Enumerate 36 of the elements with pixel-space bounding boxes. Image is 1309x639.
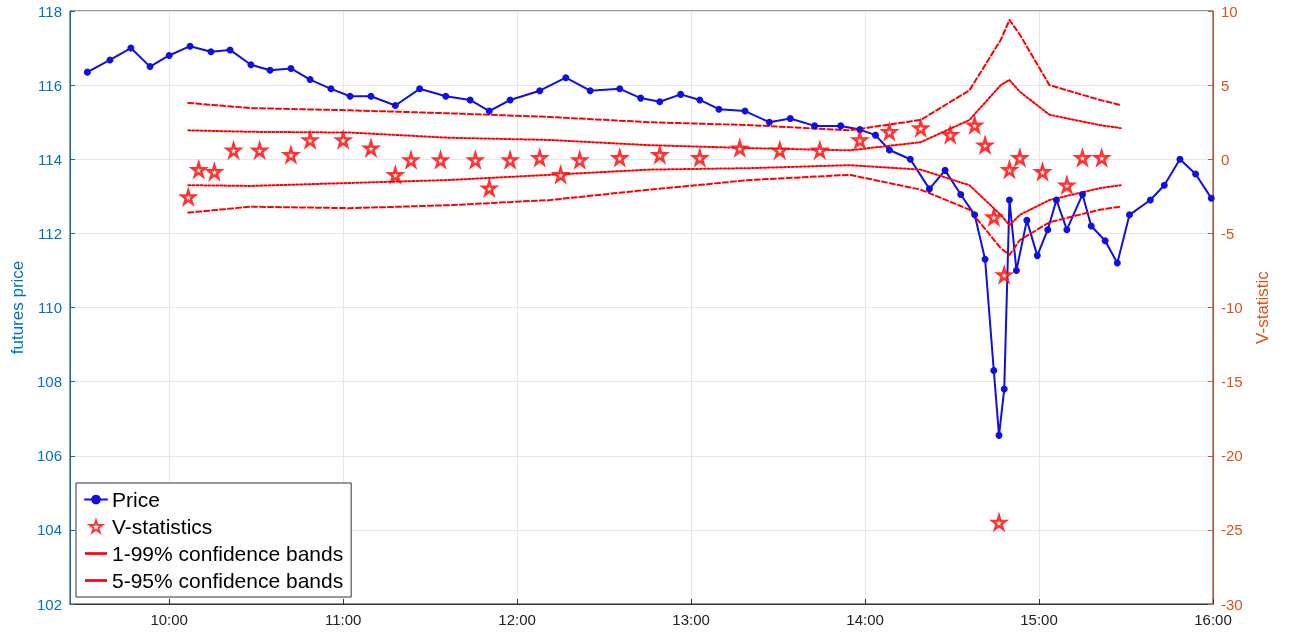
y-tick-label: 104 <box>36 521 62 539</box>
y-tick-label: 112 <box>38 224 62 242</box>
y2-tick-label: 10 <box>1221 2 1238 20</box>
y2-tick-label: 0 <box>1221 150 1230 168</box>
point <box>188 159 209 180</box>
y-tick-label: 108 <box>36 373 62 391</box>
legend-label: V-statistics <box>112 515 213 538</box>
y-tick-label: 102 <box>36 595 62 613</box>
y-tick-label: 110 <box>38 299 62 316</box>
x-tick-label: 16:00 <box>1194 611 1232 628</box>
point <box>965 115 985 135</box>
point <box>999 159 1020 180</box>
y-tick-label: 114 <box>38 150 62 168</box>
y-tick-label: 106 <box>36 447 62 465</box>
y-tick-label: 118 <box>38 2 62 20</box>
legend-label: Price <box>112 488 160 511</box>
x-tick-label: 12:00 <box>498 611 536 628</box>
y2-tick-label: 5 <box>1221 76 1230 94</box>
x-tick-label: 10:00 <box>150 611 188 628</box>
x-tick-label: 14:00 <box>846 611 884 628</box>
legend-label: 1-99% confidence bands <box>112 542 344 565</box>
y-tick-label: 116 <box>38 76 62 94</box>
point <box>479 179 500 198</box>
y2-tick-label: -20 <box>1221 447 1243 465</box>
legend-label: 5-95% confidence bands <box>112 569 344 592</box>
y2-tick-label: -30 <box>1221 595 1243 613</box>
y2-tick-label: -15 <box>1221 373 1243 391</box>
x-tick-label: 13:00 <box>672 611 710 628</box>
x-tick-label: 15:00 <box>1020 611 1058 628</box>
line-series <box>187 173 1122 256</box>
y-axis-title: futures price <box>8 260 28 355</box>
y2-tick-label: -5 <box>1221 224 1235 242</box>
x-tick-label: 11:00 <box>324 611 362 628</box>
y2-tick-label: -25 <box>1221 521 1243 539</box>
y2-axis-title: V-statistic <box>1252 270 1272 344</box>
y2-tick-label: -10 <box>1221 299 1243 316</box>
